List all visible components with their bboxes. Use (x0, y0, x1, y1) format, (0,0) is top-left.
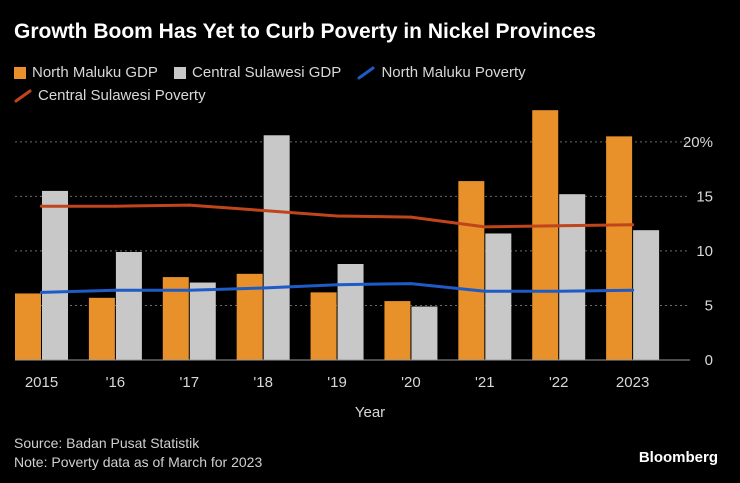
x-tick-label: '16 (106, 374, 126, 391)
point-central-sulawesi-poverty (631, 223, 635, 227)
bar-central-sulawesi-gdp (559, 194, 586, 360)
legend-item-north-maluku-gdp: North Maluku GDP (14, 61, 158, 84)
bar-north-maluku-gdp (88, 297, 115, 360)
point-central-sulawesi-poverty (557, 224, 561, 228)
x-tick-label: '20 (401, 374, 421, 391)
bar-north-maluku-gdp (458, 181, 485, 360)
x-tick-label: '19 (327, 374, 347, 391)
bar-central-sulawesi-gdp (263, 135, 290, 360)
legend-label: Central Sulawesi GDP (192, 64, 342, 81)
x-tick-label: '17 (179, 374, 199, 391)
point-north-maluku-poverty (335, 283, 339, 287)
point-north-maluku-poverty (409, 282, 413, 286)
point-central-sulawesi-poverty (187, 203, 191, 207)
point-north-maluku-poverty (557, 289, 561, 293)
bar-central-sulawesi-gdp (337, 264, 364, 360)
bar-north-maluku-gdp (606, 136, 633, 360)
legend-line-icon (14, 89, 32, 103)
y-tick-label: 20% (683, 134, 713, 151)
point-north-maluku-poverty (40, 290, 43, 294)
legend-label: North Maluku Poverty (381, 64, 526, 81)
legend: North Maluku GDP Central Sulawesi GDP No… (14, 61, 614, 107)
y-tick-label: 15 (696, 188, 713, 205)
source-note: Source: Badan Pusat Statistik (14, 435, 200, 451)
legend-swatch (174, 67, 187, 80)
bar-north-maluku-gdp (15, 293, 41, 360)
legend-swatch (14, 67, 26, 80)
bar-north-maluku-gdp (310, 292, 337, 360)
x-tick-label: 2015 (25, 374, 58, 391)
point-north-maluku-poverty (631, 288, 635, 292)
x-tick-label: 2023 (616, 374, 649, 391)
bar-north-maluku-gdp (384, 301, 411, 360)
bar-north-maluku-gdp (532, 110, 559, 360)
legend-label: Central Sulawesi Poverty (38, 87, 206, 104)
point-central-sulawesi-poverty (40, 204, 43, 208)
point-north-maluku-poverty (483, 289, 487, 293)
y-tick-label: 0 (705, 352, 713, 369)
point-central-sulawesi-poverty (409, 215, 413, 219)
bar-central-sulawesi-gdp (189, 282, 216, 360)
legend-line-icon (357, 66, 375, 80)
legend-item-central-sulawesi-gdp: Central Sulawesi GDP (174, 61, 341, 84)
point-central-sulawesi-poverty (335, 214, 339, 218)
x-axis-title: Year (355, 404, 385, 421)
point-north-maluku-poverty (261, 286, 265, 290)
point-north-maluku-poverty (187, 288, 191, 292)
chart-title: Growth Boom Has Yet to Curb Poverty in N… (14, 20, 596, 43)
y-tick-label: 5 (705, 297, 713, 314)
point-central-sulawesi-poverty (261, 209, 265, 213)
footer: Source: Badan Pusat Statistik Note: Pove… (14, 434, 262, 472)
legend-item-north-maluku-poverty: North Maluku Poverty (357, 61, 526, 84)
data-note: Note: Poverty data as of March for 2023 (14, 454, 263, 470)
bar-central-sulawesi-gdp (115, 252, 142, 360)
bar-central-sulawesi-gdp (633, 230, 660, 360)
legend-item-central-sulawesi-poverty: Central Sulawesi Poverty (14, 84, 206, 107)
bloomberg-logo: Bloomberg (638, 449, 718, 466)
bar-central-sulawesi-gdp (42, 190, 68, 360)
legend-label: North Maluku GDP (32, 64, 158, 81)
x-tick-label: '21 (475, 374, 495, 391)
point-central-sulawesi-poverty (483, 225, 487, 229)
bar-central-sulawesi-gdp (485, 233, 512, 360)
bar-central-sulawesi-gdp (411, 306, 438, 360)
point-central-sulawesi-poverty (113, 204, 117, 208)
x-tick-label: '22 (549, 374, 569, 391)
point-north-maluku-poverty (113, 288, 117, 292)
y-tick-label: 10 (696, 243, 713, 260)
x-tick-label: '18 (253, 374, 273, 391)
